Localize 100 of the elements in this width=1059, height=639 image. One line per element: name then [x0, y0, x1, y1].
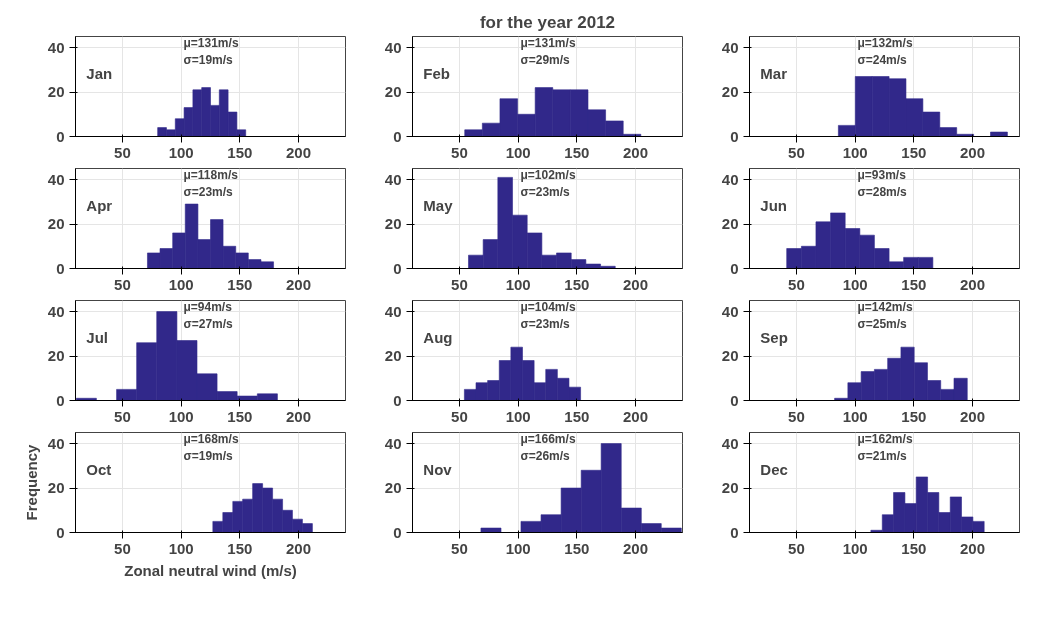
x-tick-label: 200	[286, 407, 312, 425]
y-tick-label: 40	[384, 38, 402, 56]
x-tick-label: 150	[564, 275, 590, 293]
annotation: μ=94m/s	[183, 299, 233, 314]
y-tick-label: 40	[47, 434, 65, 452]
y-tick-label: 0	[730, 391, 739, 409]
x-tick-label: 200	[286, 539, 312, 557]
x-tick-label: 150	[227, 275, 253, 293]
y-tick-label: 40	[384, 170, 402, 188]
annotation: Aug	[423, 328, 453, 346]
x-tick-label: 150	[901, 539, 927, 557]
x-tick-label: 200	[286, 275, 312, 293]
x-tick-label: 150	[901, 275, 927, 293]
x-tick-label: 100	[168, 275, 194, 293]
x-tick-label: 200	[960, 539, 986, 557]
x-tick-label: 150	[227, 143, 253, 161]
x-tick-label: 150	[564, 539, 590, 557]
annotation: μ=142m/s	[857, 299, 913, 314]
annotation: μ=93m/s	[857, 167, 907, 182]
y-tick-label: 20	[384, 479, 402, 497]
y-tick-label: 0	[56, 523, 65, 541]
x-tick-label: 50	[114, 143, 131, 161]
y-tick-label: 20	[721, 347, 739, 365]
annotation: Apr	[86, 196, 113, 214]
x-tick-label: 50	[451, 407, 468, 425]
y-tick-label: 0	[730, 259, 739, 277]
chart-title: for the year 2012	[479, 12, 616, 32]
annotation: σ=26m/s	[520, 448, 571, 463]
annotation: μ=131m/s	[520, 35, 576, 50]
y-tick-label: 0	[56, 127, 65, 145]
y-tick-label: 40	[47, 38, 65, 56]
x-tick-label: 200	[623, 407, 649, 425]
x-tick-label: 100	[168, 407, 194, 425]
annotation: μ=168m/s	[183, 431, 239, 446]
annotation: Oct	[86, 460, 112, 478]
annotation: μ=162m/s	[857, 431, 913, 446]
x-tick-label: 150	[901, 143, 927, 161]
y-tick-label: 0	[393, 523, 402, 541]
x-tick-label: 150	[901, 407, 927, 425]
x-tick-label: 200	[623, 143, 649, 161]
x-tick-label: 100	[842, 143, 868, 161]
x-tick-label: 200	[960, 143, 986, 161]
x-tick-label: 200	[960, 275, 986, 293]
y-axis-title: Frequency	[22, 443, 40, 521]
x-tick-label: 200	[960, 407, 986, 425]
y-tick-label: 0	[393, 259, 402, 277]
x-tick-label: 200	[623, 539, 649, 557]
annotation: May	[423, 196, 454, 214]
x-tick-label: 50	[114, 407, 131, 425]
y-tick-label: 0	[730, 127, 739, 145]
x-tick-label: 200	[623, 275, 649, 293]
y-tick-label: 40	[721, 38, 739, 56]
x-tick-label: 50	[788, 275, 805, 293]
y-tick-label: 40	[721, 302, 739, 320]
x-tick-label: 100	[505, 539, 531, 557]
y-tick-label: 20	[721, 479, 739, 497]
annotation: σ=27m/s	[183, 316, 234, 331]
y-tick-label: 40	[384, 302, 402, 320]
annotation: σ=21m/s	[857, 448, 908, 463]
y-tick-label: 20	[384, 347, 402, 365]
y-tick-label: 20	[47, 215, 65, 233]
annotation: σ=23m/s	[520, 184, 571, 199]
x-tick-label: 100	[842, 407, 868, 425]
y-tick-label: 0	[393, 127, 402, 145]
y-tick-label: 40	[721, 170, 739, 188]
y-tick-label: 20	[384, 215, 402, 233]
annotation: μ=166m/s	[520, 431, 576, 446]
x-tick-label: 50	[451, 143, 468, 161]
annotation: σ=24m/s	[857, 52, 908, 67]
y-tick-label: 20	[721, 83, 739, 101]
y-tick-label: 20	[47, 83, 65, 101]
y-tick-label: 20	[384, 83, 402, 101]
y-tick-label: 0	[730, 523, 739, 541]
y-tick-label: 0	[56, 391, 65, 409]
annotation: σ=23m/s	[183, 184, 234, 199]
annotation: μ=118m/s	[183, 167, 239, 182]
x-tick-label: 100	[505, 275, 531, 293]
annotation: Nov	[423, 460, 453, 478]
annotation: μ=102m/s	[520, 167, 576, 182]
annotation: μ=132m/s	[857, 35, 913, 50]
annotation: μ=104m/s	[520, 299, 576, 314]
x-tick-label: 50	[788, 539, 805, 557]
y-tick-label: 0	[393, 391, 402, 409]
x-tick-label: 50	[788, 407, 805, 425]
y-tick-label: 40	[384, 434, 402, 452]
annotation: σ=19m/s	[183, 448, 234, 463]
annotation: σ=25m/s	[857, 316, 908, 331]
x-tick-label: 100	[505, 407, 531, 425]
x-tick-label: 200	[286, 143, 312, 161]
y-tick-label: 20	[47, 347, 65, 365]
annotation: σ=23m/s	[520, 316, 571, 331]
annotation: σ=29m/s	[520, 52, 571, 67]
x-tick-label: 100	[505, 143, 531, 161]
x-tick-label: 50	[451, 539, 468, 557]
annotation: Jun	[760, 196, 787, 214]
x-tick-label: 100	[842, 275, 868, 293]
annotation: σ=19m/s	[183, 52, 234, 67]
y-tick-label: 40	[47, 170, 65, 188]
x-tick-label: 100	[168, 143, 194, 161]
x-tick-label: 100	[168, 539, 194, 557]
